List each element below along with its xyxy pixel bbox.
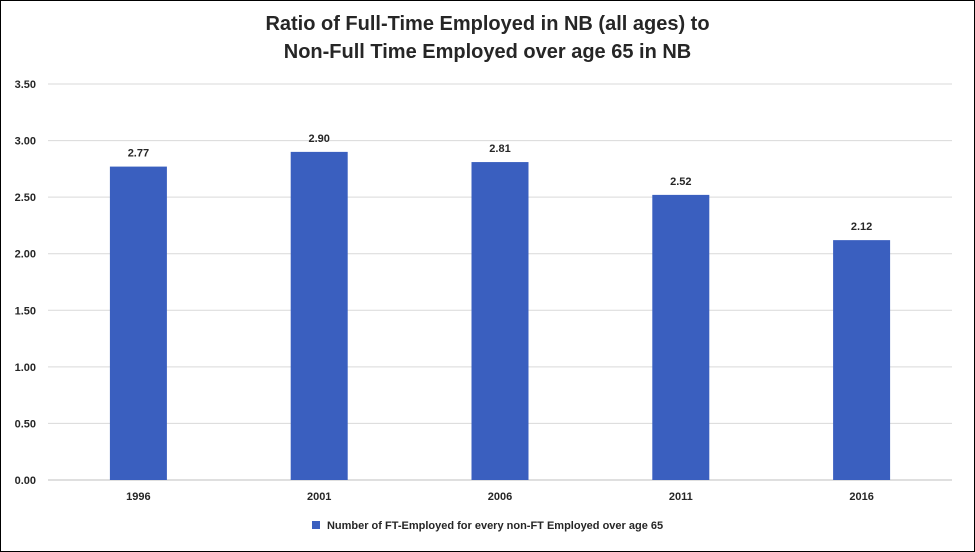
legend: Number of FT-Employed for every non-FT E… — [0, 520, 975, 532]
y-tick-label: 1.50 — [15, 305, 36, 317]
data-label: 2.77 — [128, 148, 149, 160]
x-tick-label: 2001 — [307, 491, 331, 503]
legend-label: Number of FT-Employed for every non-FT E… — [326, 520, 664, 532]
y-tick-label: 0.00 — [15, 475, 36, 487]
legend-swatch — [311, 521, 320, 530]
bar — [290, 151, 348, 480]
bar — [652, 194, 710, 480]
data-label: 2.12 — [851, 221, 872, 233]
data-label: 2.90 — [308, 133, 329, 145]
y-tick-label: 2.50 — [15, 192, 36, 204]
y-tick-label: 0.50 — [15, 418, 36, 430]
x-tick-label: 2011 — [669, 491, 693, 503]
chart-title-line-2: Non-Full Time Employed over age 65 in NB — [283, 41, 692, 63]
bar — [833, 240, 891, 480]
x-tick-label: 1996 — [126, 491, 150, 503]
y-tick-label: 1.00 — [15, 362, 36, 374]
y-tick-label: 3.00 — [15, 136, 36, 148]
bar — [109, 166, 167, 480]
bar — [471, 162, 529, 480]
y-tick-label: 2.00 — [15, 249, 36, 261]
data-label: 2.52 — [670, 176, 691, 188]
data-label: 2.81 — [489, 143, 510, 155]
x-tick-label: 2016 — [849, 491, 873, 503]
y-tick-label: 3.50 — [15, 79, 36, 91]
chart-title: Ratio of Full-Time Employed in NB (all a… — [0, 10, 975, 66]
chart-title-line-1: Ratio of Full-Time Employed in NB (all a… — [265, 13, 710, 35]
x-tick-label: 2006 — [488, 491, 512, 503]
